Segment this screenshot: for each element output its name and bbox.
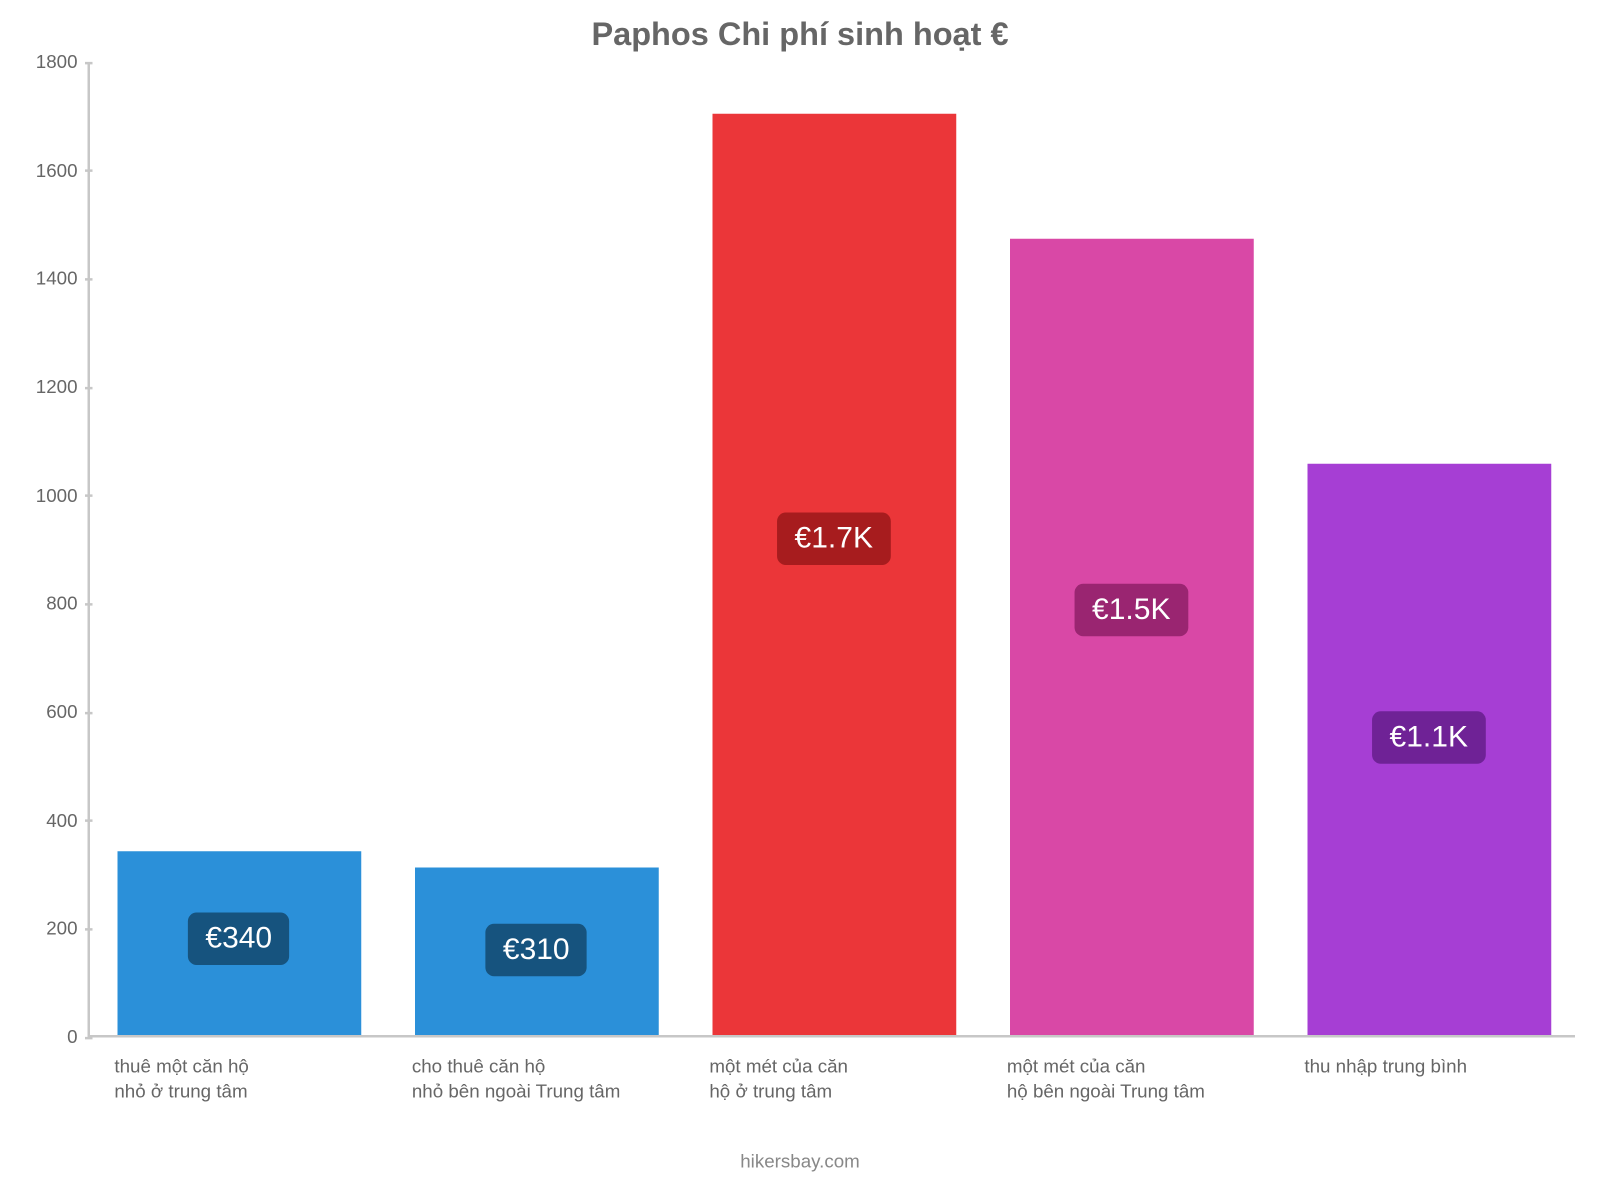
- attribution: hikersbay.com: [0, 1151, 1600, 1172]
- bar-value-label: €1.1K: [1372, 712, 1485, 765]
- y-tick: 1000: [28, 485, 78, 506]
- y-tick: 0: [28, 1027, 78, 1048]
- bar-value-label: €310: [485, 923, 587, 976]
- bar-value-label: €1.7K: [777, 513, 890, 566]
- bar: [712, 114, 956, 1035]
- y-tick: 400: [28, 810, 78, 831]
- x-axis-label: một mét của cănhộ ở trung tâm: [709, 1055, 990, 1106]
- bar: [1009, 239, 1253, 1035]
- x-axis-label: một mét của cănhộ bên ngoài Trung tâm: [1007, 1055, 1288, 1106]
- y-tick: 200: [28, 919, 78, 940]
- bar-value-label: €1.5K: [1075, 584, 1188, 637]
- y-tick: 1600: [28, 160, 78, 181]
- y-tick: 800: [28, 594, 78, 615]
- x-axis-label: thuê một căn hộnhỏ ở trung tâm: [114, 1055, 395, 1106]
- y-tick: 600: [28, 702, 78, 723]
- y-tick: 1800: [28, 52, 78, 73]
- plot-area: 020040060080010001200140016001800€340€31…: [88, 63, 1576, 1038]
- x-axis-label: thu nhập trung bình: [1304, 1055, 1585, 1080]
- y-tick: 1400: [28, 269, 78, 290]
- bar-value-label: €340: [188, 912, 290, 965]
- x-axis-label: cho thuê căn hộnhỏ bên ngoài Trung tâm: [412, 1055, 693, 1106]
- chart-title: Paphos Chi phí sinh hoạt €: [0, 15, 1600, 54]
- y-tick: 1200: [28, 377, 78, 398]
- chart: Paphos Chi phí sinh hoạt € 0200400600800…: [0, 0, 1600, 1200]
- x-axis-labels: thuê một căn hộnhỏ ở trung tâm cho thuê c…: [88, 1045, 1576, 1133]
